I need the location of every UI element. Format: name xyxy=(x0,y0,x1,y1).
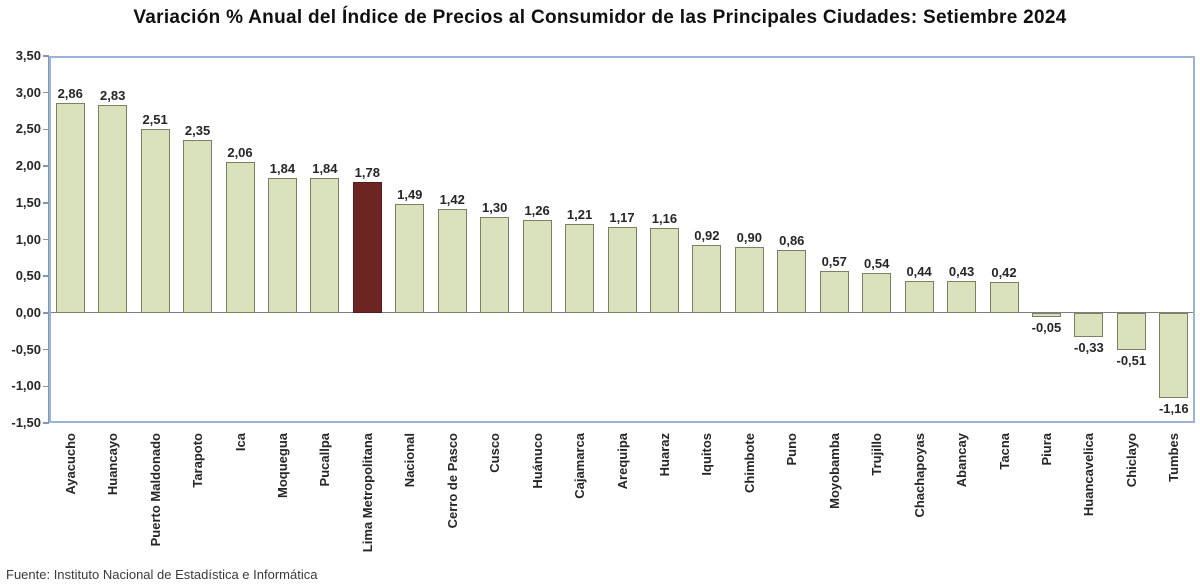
y-tick-label: 0,50 xyxy=(15,268,41,284)
value-label: 1,17 xyxy=(609,210,635,226)
value-label: 1,84 xyxy=(312,160,338,176)
x-tick-label-huancayo: Huancayo xyxy=(105,433,121,496)
x-tick-label-iquitos: Iquitos xyxy=(699,433,715,476)
value-label: 0,86 xyxy=(779,232,805,248)
x-tick-label-arequipa: Arequipa xyxy=(614,433,630,490)
x-tick-label-chachapoyas: Chachapoyas xyxy=(911,433,927,518)
bar-tacna xyxy=(989,282,1019,313)
value-label: 0,43 xyxy=(948,264,975,280)
bar-chimbote xyxy=(734,246,764,313)
bar-chiclayo xyxy=(1116,312,1146,351)
x-tick-label-moquegua: Moquegua xyxy=(274,433,290,498)
x-tick-label-chiclayo: Chiclayo xyxy=(1123,433,1139,488)
value-label: 1,78 xyxy=(354,165,380,181)
x-tick-label-tacna: Tacna xyxy=(996,433,1012,470)
x-tick-label-huaraz: Huaraz xyxy=(656,433,672,477)
value-label: -1,16 xyxy=(1158,401,1189,417)
value-label: 2,51 xyxy=(142,111,168,127)
x-tick-label-trujillo: Trujillo xyxy=(869,433,885,476)
bar-huancavelica xyxy=(1074,312,1104,338)
bar-tarapoto xyxy=(183,140,213,313)
x-tick-label-tumbes: Tumbes xyxy=(1166,433,1182,482)
bar-tumbes xyxy=(1159,312,1189,399)
value-label: 2,86 xyxy=(57,85,83,101)
value-label: 1,30 xyxy=(482,200,508,216)
bar-moquegua xyxy=(267,177,297,313)
bar-trujillo xyxy=(862,273,892,313)
bar-cusco xyxy=(480,217,510,313)
x-tick-label-cusco: Cusco xyxy=(487,433,503,473)
bar-arequipa xyxy=(607,227,637,313)
x-axis-labels: Ayacucho Huancayo Puerto Maldonado Tarapoto… xyxy=(49,433,1195,583)
value-label: 0,54 xyxy=(864,256,890,272)
x-tick-label-huanuco: Huánuco xyxy=(529,433,545,489)
plot-area: 2,86 2,83 2,51 2,35 2,06 1,84 1,84 1,78 1,49 1,42… xyxy=(49,56,1195,423)
chart-title: Variación % Anual del Índice de Precios … xyxy=(133,7,1067,28)
bar-huaraz xyxy=(649,227,679,313)
value-label: 2,06 xyxy=(227,144,253,160)
value-label: 1,16 xyxy=(651,210,678,226)
bar-lima-metropolitana xyxy=(352,182,382,313)
value-label: 1,49 xyxy=(397,186,423,202)
bar-iquitos xyxy=(692,245,722,313)
value-label: 1,21 xyxy=(566,207,593,223)
bar-ayacucho xyxy=(55,102,85,313)
value-label: 0,92 xyxy=(694,228,720,244)
bar-puerto-maldonado xyxy=(140,128,170,313)
value-label: -0,05 xyxy=(1031,319,1062,335)
x-tick-label-puerto-maldonado: Puerto Maldonado xyxy=(147,433,163,547)
bar-chachapoyas xyxy=(904,280,934,313)
x-tick-label-lima-metropolitana: Lima Metropolitana xyxy=(359,433,375,553)
y-tick-label: 3,00 xyxy=(15,84,41,100)
y-tick-label: -1,00 xyxy=(11,378,41,394)
value-label: 0,42 xyxy=(991,265,1017,281)
y-tick-label: -1,50 xyxy=(11,415,41,430)
bar-huancayo xyxy=(98,105,128,313)
value-label: 0,44 xyxy=(906,263,932,279)
y-tick-label: 3,50 xyxy=(15,48,41,63)
value-label: 1,84 xyxy=(269,160,296,176)
bar-nacional xyxy=(395,203,425,313)
x-tick-label-pucallpa: Pucallpa xyxy=(317,433,333,487)
x-tick-label-piura: Piura xyxy=(1038,433,1054,466)
y-tick-label: -0,50 xyxy=(11,341,41,357)
y-tick-label: 0,00 xyxy=(15,304,41,320)
x-tick-label-huancavelica: Huancavelica xyxy=(1081,433,1097,517)
x-tick-label-moyobamba: Moyobamba xyxy=(826,433,842,509)
x-tick-label-abancay: Abancay xyxy=(954,433,970,488)
x-tick-label-cerro-de-pasco: Cerro de Pasco xyxy=(444,433,460,529)
value-label: 0,57 xyxy=(821,254,847,270)
bar-ica xyxy=(225,161,255,313)
bar-piura xyxy=(1031,312,1061,317)
x-tick-label-ayacucho: Ayacucho xyxy=(62,433,78,495)
x-tick-label-ica: Ica xyxy=(232,433,248,452)
value-label: 2,35 xyxy=(184,123,211,139)
y-tick-label: 1,50 xyxy=(15,194,41,210)
y-tick-label: 2,00 xyxy=(15,158,41,174)
value-label: 0,90 xyxy=(736,229,762,245)
value-label: -0,51 xyxy=(1116,353,1147,369)
bar-pucallpa xyxy=(310,177,340,313)
source-note: Fuente: Instituto Nacional de Estadístic… xyxy=(6,567,318,582)
bar-moyobamba xyxy=(819,271,849,313)
bar-cerro-de-pasco xyxy=(437,208,467,313)
value-label: 2,83 xyxy=(100,88,126,104)
x-tick-label-puno: Puno xyxy=(784,433,800,466)
y-tick-label: 1,00 xyxy=(15,231,41,247)
bar-abancay xyxy=(947,281,977,313)
x-tick-label-tarapoto: Tarapoto xyxy=(190,433,206,488)
x-tick-label-cajamarca: Cajamarca xyxy=(572,433,588,499)
value-label: 1,26 xyxy=(524,203,550,219)
x-tick-label-nacional: Nacional xyxy=(402,433,418,488)
bar-huanuco xyxy=(522,220,552,313)
bar-puno xyxy=(777,249,807,313)
bar-cajamarca xyxy=(565,224,595,313)
value-label: -0,33 xyxy=(1074,340,1104,356)
x-tick-label-chimbote: Chimbote xyxy=(741,433,757,493)
y-tick-label: 2,50 xyxy=(15,121,41,137)
value-label: 1,42 xyxy=(439,191,465,207)
